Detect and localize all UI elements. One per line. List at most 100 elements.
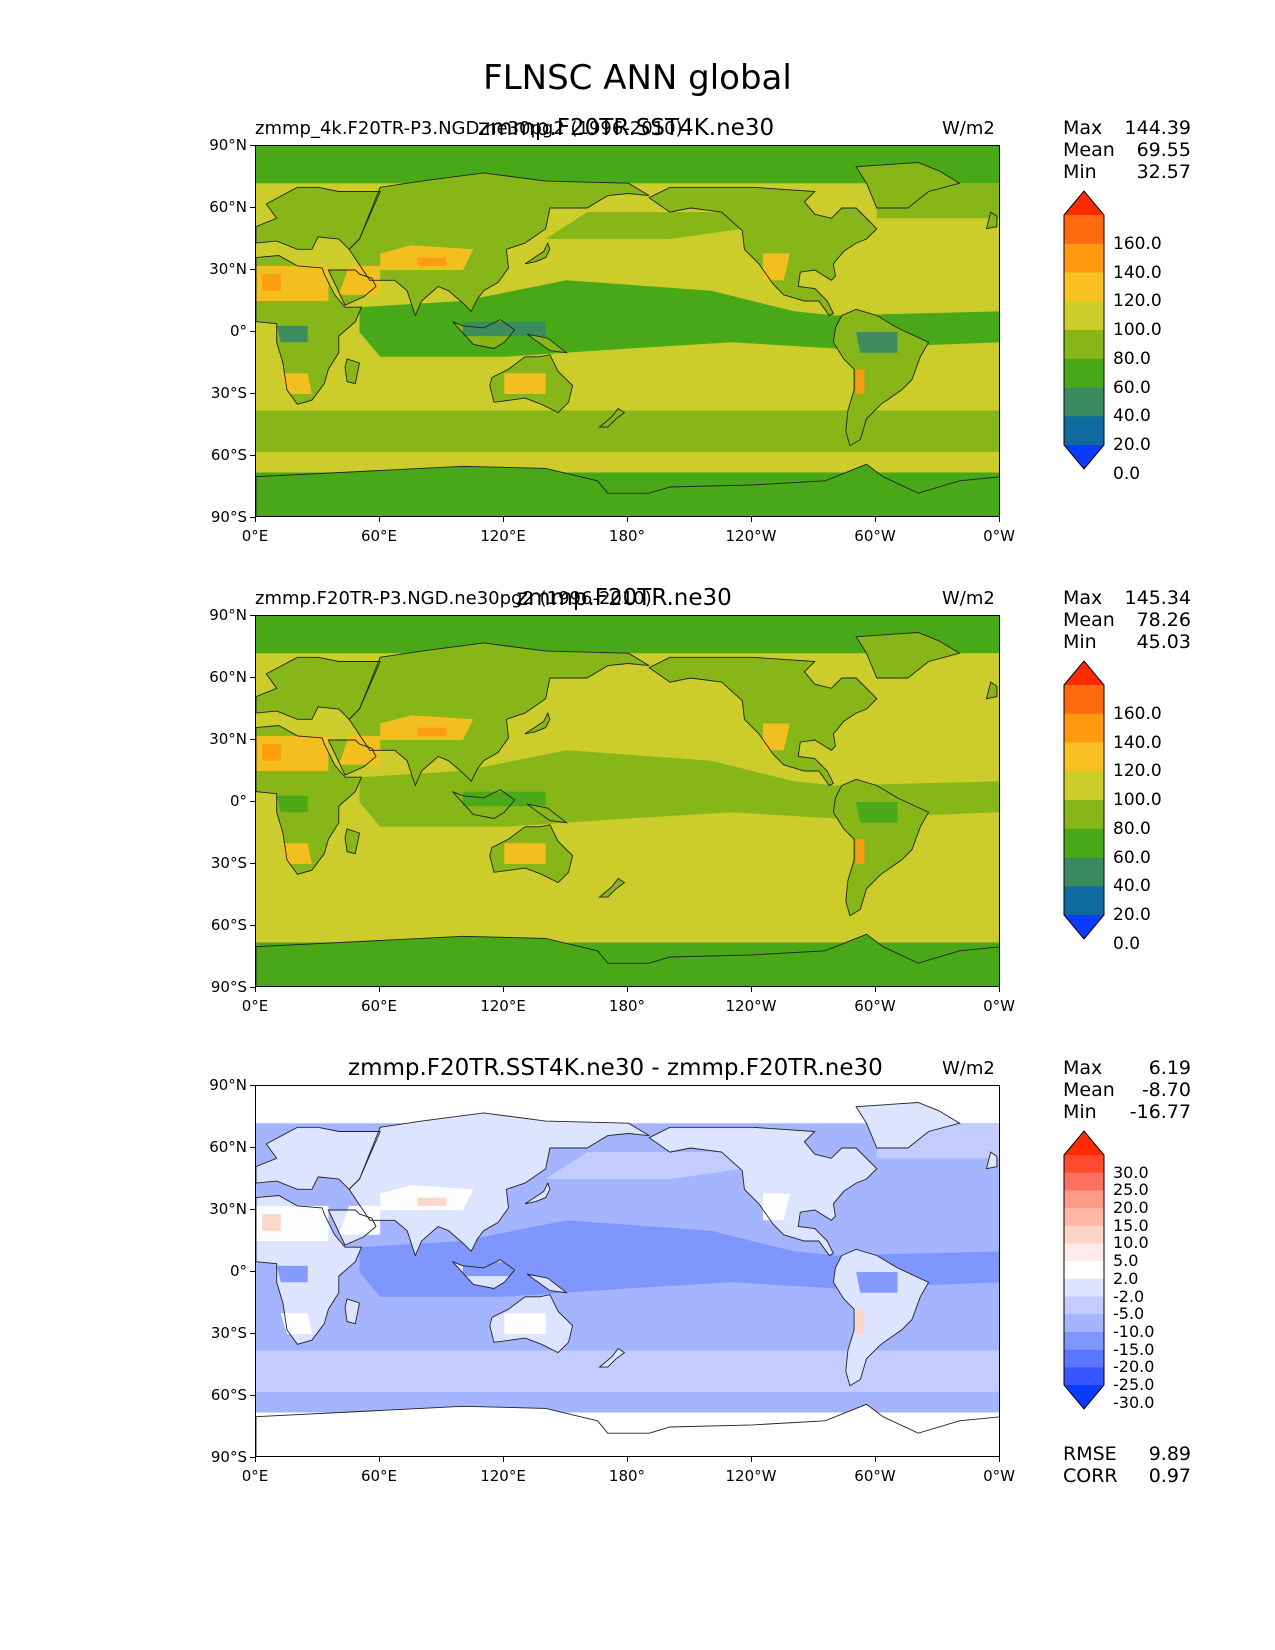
stat-mean: 78.26 [1136,609,1191,631]
stat-min: 32.57 [1136,161,1191,183]
coastline-europe [256,656,381,720]
map-svg [256,146,999,516]
lon-tick [751,517,752,522]
colorbar-tick-label: 100.0 [1113,790,1162,810]
region-wet [276,1265,308,1283]
panel-units: W/m2 [942,588,995,609]
lat-tick [250,269,255,270]
stats-box: Max 145.34 Mean 78.26 Min 45.03 [1063,587,1191,653]
land-europe [256,1127,381,1190]
colorbar-segment [1064,1243,1104,1262]
region-hot [856,1309,865,1334]
lat-tick [250,677,255,678]
lat-tick [250,863,255,864]
lon-tick-label: 180° [608,1467,646,1485]
land-northamerica [649,187,877,316]
coastline-seasia_islands [452,319,516,349]
map-plot [255,145,1000,517]
land-japan [525,1183,550,1204]
coastline-greenland [855,632,961,679]
lat-tick [250,987,255,988]
lat-tick-label: 0° [229,1262,247,1280]
region-desert [280,843,312,864]
lon-tick-label: 60°W [854,527,896,545]
coastline-southamerica [832,778,930,917]
colorbar-tick-label: -15.0 [1113,1339,1155,1359]
land-southamerica [833,309,929,446]
colorbar-tick-label: 40.0 [1113,406,1151,427]
colorbar-segment [1064,1314,1104,1333]
colorbar-tick-label: 25.0 [1113,1180,1149,1200]
panel-control: zmmp.F20TR-P3.NGD.ne30pg2 (1996-2010) zm… [0,585,1275,1085]
colorbar-extend-top [1064,1131,1104,1155]
lon-tick-label: 60°E [360,527,398,545]
colorbar-tick-label: -2.0 [1113,1286,1145,1306]
lon-tick-label: 120°W [725,527,777,545]
land-antarctica [256,464,999,516]
panel-left-title: zmmp.F20TR-P3.NGD.ne30pg2 (1996-2010) [255,588,652,609]
coastline-africa [256,1195,363,1345]
land-greenland [856,632,960,678]
lon-tick-label: 120°E [480,1467,526,1485]
field-southern [545,212,743,239]
coastline-uk [985,681,998,700]
lat-tick-label: 90°S [210,978,247,996]
coastline-madagascar [344,358,361,385]
colorbar-extend-top [1064,191,1104,215]
colorbar-segment [1064,1155,1104,1174]
coastline-arabia [327,269,377,306]
coastline-southamerica [832,1248,930,1387]
colorbar-svg [1063,660,1105,940]
colorbar-tick-label: 20.0 [1113,435,1151,455]
land-madagascar [345,358,360,384]
lon-tick [999,517,1000,522]
region-hot [417,1197,447,1206]
colorbar-tick-label: 120.0 [1113,761,1162,782]
colorbar-extend-bottom [1064,1385,1104,1409]
coastline-newguinea [526,333,568,354]
lat-tick-label: 30°S [210,384,247,402]
coastline-seasia_islands [452,1259,516,1289]
colorbar-tick-label: 140.0 [1113,732,1162,753]
coastline-southamerica [832,308,930,447]
lon-tick-label: 0°W [983,1467,1015,1485]
coastline-uk [985,211,998,230]
coastline-australia [489,1294,574,1354]
land-asia [349,1112,650,1256]
land-antarctica [256,934,999,986]
region-desert [763,1193,790,1221]
lon-tick [503,1457,504,1462]
coastline-europe [256,1126,381,1190]
colorbar-tick-label: 40.0 [1113,876,1151,897]
colorbar-segment [1064,685,1104,715]
colorbar-segment [1064,243,1104,273]
stat-mean: -8.70 [1141,1079,1191,1101]
coastline-australia [489,354,574,414]
panel-units: W/m2 [942,1058,995,1079]
lon-tick [255,987,256,992]
field-southern [545,682,743,709]
land-asia [349,642,650,786]
field-ocean_sub [876,249,981,291]
stats-box: Max 144.39 Mean 69.55 Min 32.57 [1063,117,1191,183]
field-polar [256,616,999,654]
region-desert [504,843,546,864]
coastline-japan [524,1181,551,1205]
colorbar-segment [1064,771,1104,801]
region-desert [504,373,546,394]
colorbar-segment [1064,387,1104,417]
lon-tick-label: 60°E [360,997,398,1015]
region-hot [417,727,447,736]
lon-tick [255,1457,256,1462]
region-desert [380,1185,474,1210]
coastline-newguinea [526,803,568,824]
coastlines [256,1102,999,1456]
lon-tick [627,517,628,522]
stat-min: 45.03 [1136,631,1191,653]
lat-tick [250,615,255,616]
lat-tick [250,1085,255,1086]
land-newguinea [527,1274,567,1293]
stats-box: Max 6.19 Mean -8.70 Min -16.77 [1063,1057,1191,1123]
coastline-arabia [327,1209,377,1246]
land-antarctica [256,1404,999,1456]
